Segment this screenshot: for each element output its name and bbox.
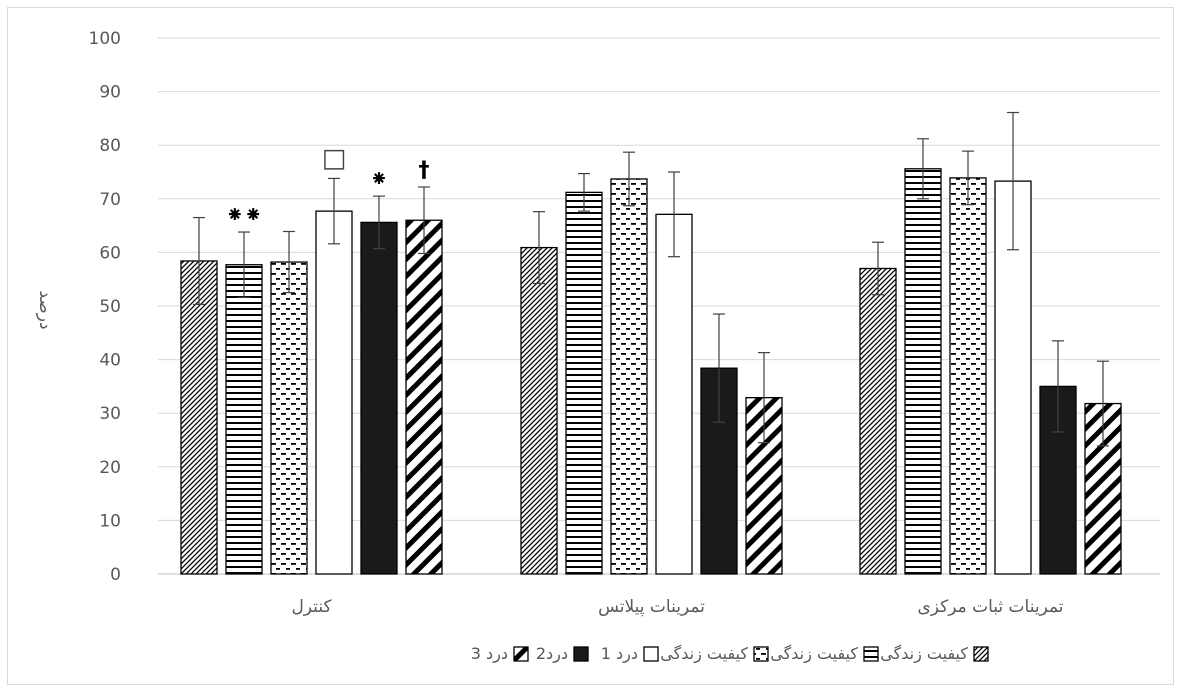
bar bbox=[225, 264, 263, 575]
bars bbox=[180, 168, 1122, 575]
bar bbox=[405, 219, 443, 575]
x-axis-categories: کنترل تمرینات پیلاتس تمرینات ثبات مرکزی bbox=[291, 597, 1063, 617]
legend-swatch bbox=[573, 646, 589, 662]
y-axis-label: درصد bbox=[35, 290, 55, 329]
legend-swatch bbox=[513, 646, 529, 662]
error-bars bbox=[193, 111, 1109, 447]
significance-marker: □ bbox=[322, 143, 347, 173]
legend-label: کیفیت زندگی 2 bbox=[755, 644, 858, 664]
y-tick-label: 40 bbox=[99, 351, 121, 371]
legend-swatch bbox=[753, 646, 769, 662]
bar bbox=[360, 221, 398, 575]
chart-frame bbox=[7, 7, 1174, 685]
legend-swatch bbox=[973, 646, 989, 662]
legend-label: درد 3 bbox=[471, 644, 508, 664]
bar bbox=[520, 246, 558, 575]
y-tick-label: 0 bbox=[110, 565, 121, 585]
legend-label: درد2 bbox=[536, 644, 568, 664]
y-tick-label: 70 bbox=[99, 190, 121, 210]
bar bbox=[180, 260, 218, 575]
bar bbox=[565, 191, 603, 575]
bar bbox=[949, 177, 987, 575]
y-tick-label: 10 bbox=[99, 511, 121, 531]
y-tick-label: 30 bbox=[99, 404, 121, 424]
legend-swatch bbox=[643, 646, 659, 662]
bar bbox=[859, 267, 897, 575]
legend-label: درد 1 bbox=[601, 644, 638, 664]
bar bbox=[315, 210, 353, 575]
y-axis-ticks: 0 10 20 30 40 50 60 70 80 90 100 bbox=[89, 29, 121, 585]
legend-label: کیفیت زندگی1 bbox=[870, 644, 968, 664]
significance-marker: † bbox=[419, 158, 430, 183]
x-category-label: تمرینات ثبات مرکزی bbox=[917, 597, 1063, 617]
x-category-label: کنترل bbox=[291, 597, 332, 617]
bar bbox=[904, 168, 942, 575]
bar bbox=[655, 213, 693, 575]
legend-label: کیفیت زندگی 3 bbox=[645, 644, 748, 664]
bar bbox=[270, 261, 308, 575]
bar bbox=[610, 178, 648, 575]
y-tick-label: 60 bbox=[99, 243, 121, 263]
x-category-label: تمرینات پیلاتس bbox=[598, 597, 705, 617]
y-tick-label: 80 bbox=[99, 136, 121, 156]
annotations: ⁕⁕ □ ⁕ † bbox=[226, 143, 430, 228]
y-tick-label: 20 bbox=[99, 458, 121, 478]
y-tick-label: 90 bbox=[99, 83, 121, 103]
legend: کیفیت زندگی1 کیفیت زندگی 2 کیفیت زندگی 3 در… bbox=[471, 644, 989, 664]
significance-marker: ⁕⁕ bbox=[226, 203, 263, 228]
significance-marker: ⁕ bbox=[370, 167, 388, 192]
y-tick-label: 100 bbox=[89, 29, 121, 49]
legend-swatch bbox=[863, 646, 879, 662]
y-tick-label: 50 bbox=[99, 297, 121, 317]
